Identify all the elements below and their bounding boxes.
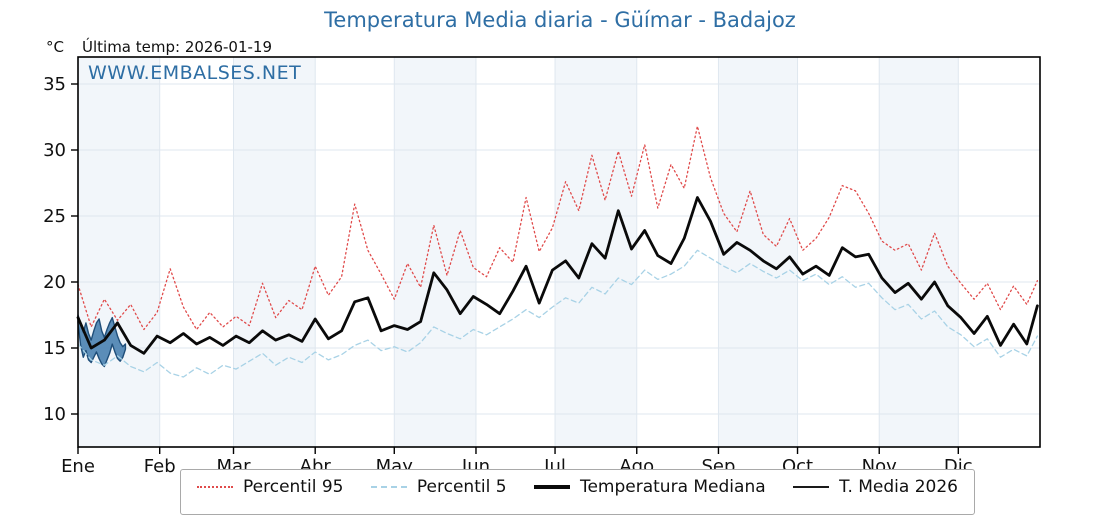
legend-label: Temperatura Mediana	[579, 477, 766, 497]
svg-text:35: 35	[43, 74, 66, 95]
watermark-text: WWW.EMBALSES.NET	[88, 62, 302, 84]
legend-item-t-media-2026: T. Media 2026	[793, 477, 958, 497]
svg-text:25: 25	[43, 206, 66, 227]
y-axis-unit-label: °C	[46, 38, 64, 56]
chart-legend: Percentil 95 Percentil 5 Temperatura Med…	[180, 469, 975, 515]
svg-text:Feb: Feb	[144, 456, 176, 477]
legend-label: T. Media 2026	[839, 477, 958, 497]
legend-label: Percentil 5	[416, 477, 507, 497]
legend-item-percentil-95: Percentil 95	[197, 477, 343, 497]
percentil-5-line-swatch	[370, 486, 407, 488]
mediana-line-swatch	[533, 485, 570, 489]
t-media-2026-line-swatch	[793, 486, 830, 488]
percentil-95-line-swatch	[197, 486, 233, 488]
svg-text:Ene: Ene	[61, 456, 95, 477]
svg-text:10: 10	[43, 404, 66, 425]
last-temp-label: Última temp: 2026-01-19	[82, 38, 273, 56]
svg-text:20: 20	[43, 272, 66, 293]
svg-text:15: 15	[43, 338, 66, 359]
chart-title: Temperatura Media diaria - Güímar - Bada…	[324, 8, 796, 32]
legend-item-percentil-5: Percentil 5	[370, 477, 507, 497]
legend-label: Percentil 95	[243, 477, 344, 497]
legend-item-temperatura-mediana: Temperatura Mediana	[533, 477, 766, 497]
temperature-chart-page: { "title": "Temperatura Media diaria - G…	[43, 8, 1041, 515]
svg-text:30: 30	[43, 140, 66, 161]
